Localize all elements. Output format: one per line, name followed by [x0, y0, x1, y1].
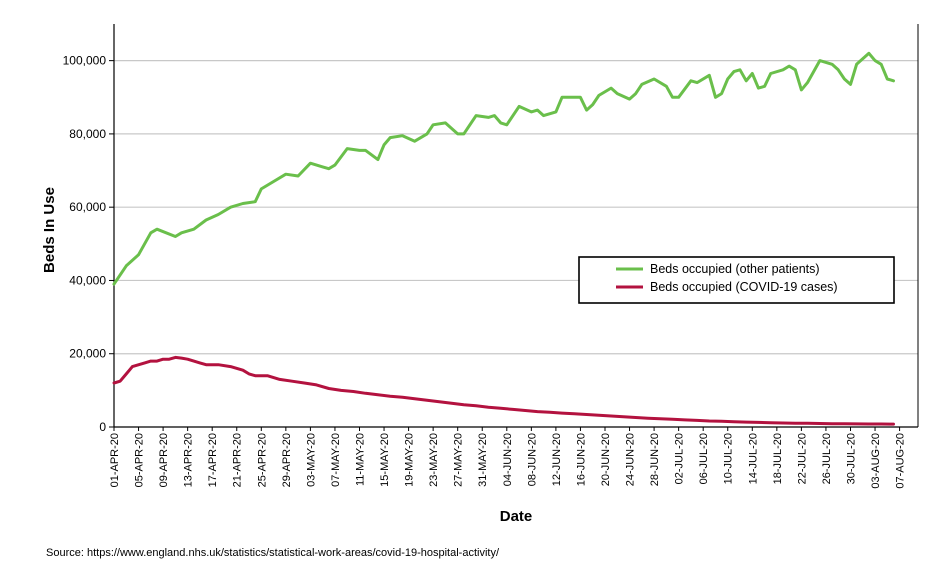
series-line-covid-cases: [112, 355, 895, 426]
x-tick-label: 23-MAY-20: [428, 433, 440, 487]
x-tick-label: 31-MAY-20: [477, 433, 489, 487]
y-tick-label: 40,000: [69, 273, 106, 287]
x-tick-label: 06-JUL-20: [698, 433, 710, 484]
x-tick-label: 25-APR-20: [256, 433, 268, 487]
x-tick-label: 22-JUL-20: [796, 433, 808, 484]
x-tick-label: 20-JUN-20: [600, 433, 612, 486]
x-tick-label: 02-JUL-20: [674, 433, 686, 484]
legend: Beds occupied (other patients) Beds occu…: [578, 256, 895, 304]
x-tick-label: 08-JUN-20: [526, 433, 538, 486]
source-note: Source: https://www.england.nhs.uk/stati…: [46, 547, 500, 559]
legend-label-covid-cases: Beds occupied (COVID-19 cases): [650, 280, 838, 294]
x-axis-title: Date: [500, 508, 533, 525]
x-tick-label: 30-JUL-20: [845, 433, 857, 484]
legend-label-other-patients: Beds occupied (other patients): [650, 262, 820, 276]
x-tick-label: 28-JUN-20: [649, 433, 661, 486]
x-tick-label: 09-APR-20: [158, 433, 170, 487]
x-tick-label: 26-JUL-20: [821, 433, 833, 484]
x-tick-label: 24-JUN-20: [625, 433, 637, 486]
x-tick-label: 12-JUN-20: [551, 433, 563, 486]
x-tick-label: 29-APR-20: [281, 433, 293, 487]
y-tick-label: 100,000: [63, 54, 107, 68]
x-tick-label: 03-AUG-20: [870, 433, 882, 489]
series-lines: [112, 51, 895, 426]
x-tick-label: 05-APR-20: [134, 433, 146, 487]
y-tick-label: 0: [99, 420, 106, 434]
y-tick-labels: 0 20,000 40,000 60,000 80,000 100,000: [63, 54, 107, 434]
axes: [109, 24, 919, 431]
x-tick-label: 10-JUL-20: [723, 433, 735, 484]
x-tick-label: 13-APR-20: [183, 433, 195, 487]
x-tick-label: 14-JUL-20: [747, 433, 759, 484]
x-tick-label: 07-AUG-20: [895, 433, 907, 489]
series-line-other-patients: [112, 51, 895, 286]
x-tick-label: 27-MAY-20: [453, 433, 465, 487]
x-tick-label: 15-MAY-20: [379, 433, 391, 487]
x-tick-label: 03-MAY-20: [305, 433, 317, 487]
y-axis-title: Beds In Use: [41, 187, 58, 273]
legend-box: [578, 256, 895, 304]
x-tick-label: 21-APR-20: [232, 433, 244, 487]
x-tick-labels: 01-APR-20 05-APR-20 09-APR-20 13-APR-20 17-A…: [109, 433, 907, 489]
x-tick-label: 04-JUN-20: [502, 433, 514, 486]
x-tick-label: 11-MAY-20: [354, 433, 366, 486]
y-tick-label: 20,000: [69, 347, 106, 361]
x-tick-label: 17-APR-20: [207, 433, 219, 487]
x-tick-label: 07-MAY-20: [330, 433, 342, 487]
x-tick-label: 16-JUN-20: [575, 433, 587, 486]
x-tick-label: 01-APR-20: [109, 433, 121, 487]
x-tick-label: 18-JUL-20: [772, 433, 784, 484]
y-tick-label: 80,000: [69, 127, 106, 141]
x-tick-label: 19-MAY-20: [404, 433, 416, 487]
y-tick-label: 60,000: [69, 200, 106, 214]
